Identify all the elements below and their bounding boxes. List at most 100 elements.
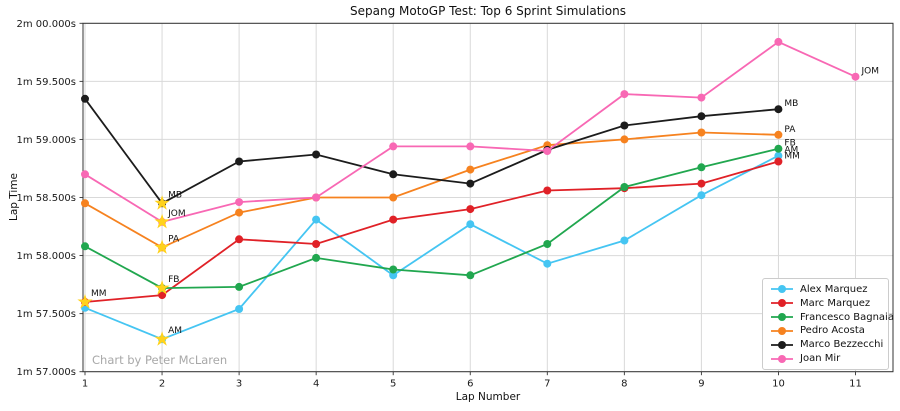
data-point-jom-lap-4 [312,193,321,202]
data-point-jom-lap-5 [389,142,398,151]
legend-entry-pedro-acosta: Pedro Acosta [770,325,881,336]
data-point-jom-lap-8 [620,90,629,99]
data-point-mm-lap-3 [235,235,244,244]
data-point-pa-lap-8 [620,135,629,144]
data-point-jom-lap-1 [81,170,89,179]
legend: Alex Marquez Marc Marquez Francesco Bagnai… [762,278,894,370]
legend-marker-icon [771,313,793,322]
legend-entry-alex-marquez: Alex Marquez [770,284,881,295]
x-axis-label: Lap Number [455,391,521,403]
legend-label: Marco Bezzecchi [800,339,884,351]
x-tick-label: 10 [772,379,785,390]
data-point-mb-lap-1 [81,94,89,103]
data-point-mm-lap-7 [543,186,552,195]
y-tick-label: 2m 00.000s [17,19,76,30]
series-end-label-fb: FB [784,139,795,149]
data-point-fb-lap-3 [235,282,244,291]
legend-entry-marco-bezzecchi: Marco Bezzecchi [770,339,884,351]
data-point-am-lap-4 [312,215,321,224]
best-lap-label-fb: FB [168,275,179,285]
x-tick-label: 3 [236,379,242,390]
data-point-fb-lap-1 [81,242,89,251]
y-tick-label: 1m 57.500s [17,309,76,320]
data-point-pa-lap-6 [466,165,475,174]
data-point-am-lap-9 [697,191,706,200]
x-tick-label: 6 [467,379,473,390]
data-point-mb-lap-3 [235,157,244,166]
data-point-mb-lap-8 [620,121,629,130]
data-point-am-lap-5 [389,271,398,280]
data-point-fb-lap-10 [774,144,783,153]
data-point-am-lap-6 [466,220,475,229]
legend-entry-joan-mir: Joan Mir [770,353,881,364]
x-tick-label: 8 [621,379,627,390]
legend-entry-francesco-bagnaia: Francesco Bagnaia [770,312,894,323]
data-point-fb-lap-8 [620,183,629,191]
legend-label: Joan Mir [800,353,841,365]
data-point-pa-lap-3 [235,208,244,217]
data-point-mm-lap-6 [466,205,475,214]
data-point-mm-lap-10 [774,157,783,166]
legend-label: Marc Marquez [800,297,871,309]
legend-marker-icon [771,340,793,349]
data-point-jom-lap-6 [466,142,475,151]
best-lap-star-mm [77,294,93,309]
series-line-marc-marquez [84,160,779,303]
x-tick-label: 11 [849,379,862,390]
data-point-mb-lap-9 [697,112,706,121]
x-tick-label: 7 [544,379,550,390]
data-point-fb-lap-4 [312,253,321,262]
series-line-marco-bezzecchi [84,98,779,205]
best-lap-star-fb [154,280,170,295]
legend-entry-marc-marquez: Marc Marquez [770,298,881,309]
data-point-jom-lap-9 [697,93,706,102]
legend-marker-icon [771,299,793,308]
data-point-am-lap-7 [543,259,552,268]
series-end-label-pa: PA [784,125,796,135]
data-point-fb-lap-6 [466,271,475,280]
legend-label: Francesco Bagnaia [800,311,894,323]
best-lap-label-jom: JOM [167,209,186,219]
y-tick-label: 1m 57.000s [17,367,76,378]
series-line-pedro-acosta [84,131,779,249]
data-point-pa-lap-10 [774,130,783,139]
best-lap-star-mb [154,195,170,210]
x-tick-label: 9 [698,379,704,390]
series-end-label-am: AM [784,146,798,156]
data-point-am-lap-8 [620,236,629,245]
best-lap-star-pa [154,239,170,254]
data-point-mm-lap-9 [697,179,706,188]
best-lap-star-jom [154,213,170,229]
data-point-mb-lap-4 [312,150,321,159]
x-tick-label: 4 [313,379,319,390]
data-point-mm-lap-5 [389,215,398,224]
data-point-mm-lap-2 [158,291,167,300]
chart-title: Sepang MotoGP Test: Top 6 Sprint Simulat… [350,4,626,18]
data-point-mb-lap-6 [466,179,475,188]
best-lap-label-mb: MB [168,190,182,200]
x-tick-label: 5 [390,379,396,390]
data-point-jom-lap-11 [851,72,860,81]
data-point-am-lap-3 [235,305,244,313]
legend-label: Pedro Acosta [800,325,865,337]
best-lap-label-am: AM [168,326,182,336]
series-end-label-mm: MM [784,152,800,162]
series-end-label-jom: JOM [861,67,880,77]
data-point-pa-lap-9 [697,128,706,137]
x-tick-label: 1 [82,379,88,390]
best-lap-label-mm: MM [91,289,107,299]
data-point-fb-lap-7 [543,240,552,248]
data-point-am-lap-10 [774,151,783,160]
legend-label: Alex Marquez [800,283,868,295]
watermark: Chart by Peter McLaren [92,353,228,367]
legend-marker-icon [771,354,793,363]
y-tick-label: 1m 59.000s [17,135,76,146]
data-point-jom-lap-10 [774,37,783,46]
data-point-mm-lap-4 [312,240,321,248]
y-tick-label: 1m 58.500s [17,193,76,204]
series-line-alex-marquez [84,154,779,341]
y-axis-label: Lap Time [8,173,20,221]
data-point-pa-lap-5 [389,193,398,202]
data-point-jom-lap-3 [235,198,244,207]
